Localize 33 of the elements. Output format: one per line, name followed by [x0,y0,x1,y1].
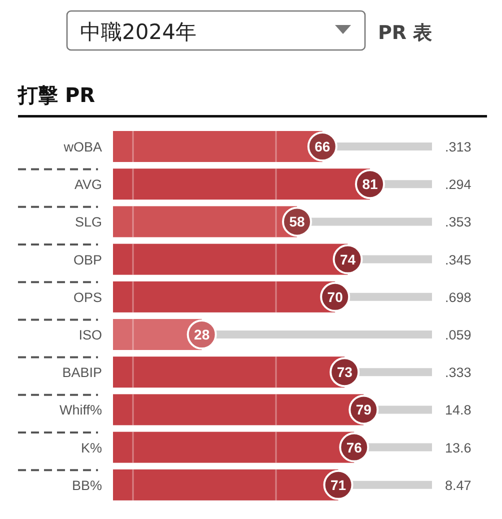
text: .313 [445,140,472,154]
data-label: 76 [346,439,362,456]
data-label: 74 [340,251,356,268]
text: .345 [445,252,472,268]
text: 14.8 [445,402,472,418]
text: PR 表 [378,22,434,44]
data-label: 58 [289,214,306,230]
text: .294 [445,177,472,192]
text: 中職2024年 [80,20,196,44]
text: 13.6 [445,440,472,456]
y-tick-label: AVG [74,177,102,192]
text: .059 [445,328,472,342]
y-tick-label: BABIP [62,365,102,380]
data-label: 73 [336,364,353,380]
data-label: 81 [362,176,378,192]
y-tick-label: ISO [78,328,102,342]
text: .353 [445,214,472,230]
data-label: 28 [194,326,210,342]
y-tick-label: OBP [73,252,102,268]
data-label: 66 [314,138,330,154]
chart-title: 打擊 PR [17,83,96,107]
data-label: 70 [327,288,344,305]
y-tick-label: OPS [73,290,102,305]
y-tick-label: BB% [72,478,102,493]
y-tick-label: wOBA [62,140,102,154]
data-label: 71 [330,476,346,493]
text: .333 [445,365,472,380]
y-tick-label: K% [80,440,102,456]
y-tick-label: Whiff% [59,402,102,418]
text: .698 [445,290,472,305]
text: 8.47 [445,478,472,493]
y-tick-label: SLG [74,214,102,230]
data-label: 79 [356,402,372,418]
